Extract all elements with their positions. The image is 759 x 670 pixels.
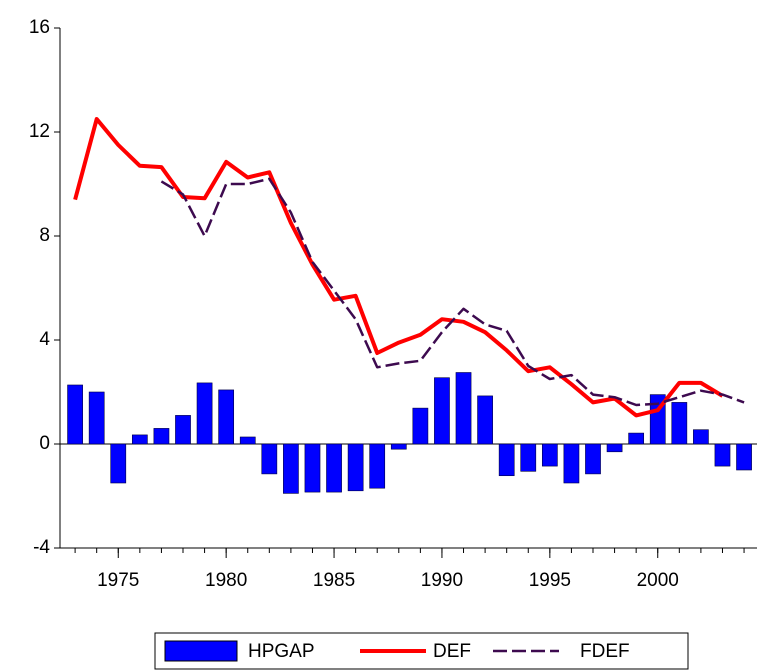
legend-swatch (164, 640, 238, 662)
bar (347, 443, 364, 492)
bar (477, 395, 493, 445)
bar (714, 443, 731, 467)
x-tick-label: 1985 (313, 570, 355, 591)
bar (175, 415, 191, 445)
bar (369, 443, 386, 489)
bar (541, 443, 558, 467)
bar (390, 443, 407, 450)
bar (304, 443, 321, 493)
bar (218, 389, 235, 445)
y-tick-label: -4 (33, 537, 50, 558)
y-tick-label: 12 (29, 121, 50, 142)
bar (498, 443, 515, 477)
bar (110, 443, 127, 484)
bar (628, 432, 645, 445)
bar (326, 443, 342, 493)
y-tick-label: 0 (39, 433, 50, 454)
legend-label: FDEF (580, 641, 630, 662)
x-tick-label: 1995 (529, 570, 571, 591)
y-tick-label: 4 (39, 329, 50, 350)
bar (693, 429, 709, 445)
x-tick-label: 1980 (205, 570, 247, 591)
bar (153, 428, 170, 445)
x-tick-label: 1990 (421, 570, 463, 591)
bar (520, 443, 537, 472)
y-tick-label: 8 (39, 225, 50, 246)
bar (239, 436, 256, 445)
bar (585, 443, 601, 475)
bar (606, 443, 623, 453)
bar (736, 443, 752, 471)
x-tick-label: 1975 (97, 570, 139, 591)
legend-label: DEF (433, 641, 471, 662)
bar (671, 402, 688, 445)
line (73, 117, 724, 418)
bar (67, 384, 83, 445)
bar (563, 443, 580, 484)
bar (283, 443, 299, 494)
bar (131, 434, 148, 445)
bar (412, 407, 429, 445)
y-tick-label: 16 (29, 17, 50, 38)
bar (88, 391, 105, 445)
line (160, 177, 745, 407)
bar (261, 443, 278, 475)
legend-label: HPGAP (248, 641, 315, 662)
bar (196, 382, 213, 445)
bar (434, 377, 450, 445)
bar (455, 372, 472, 445)
x-tick-label: 2000 (637, 570, 679, 591)
